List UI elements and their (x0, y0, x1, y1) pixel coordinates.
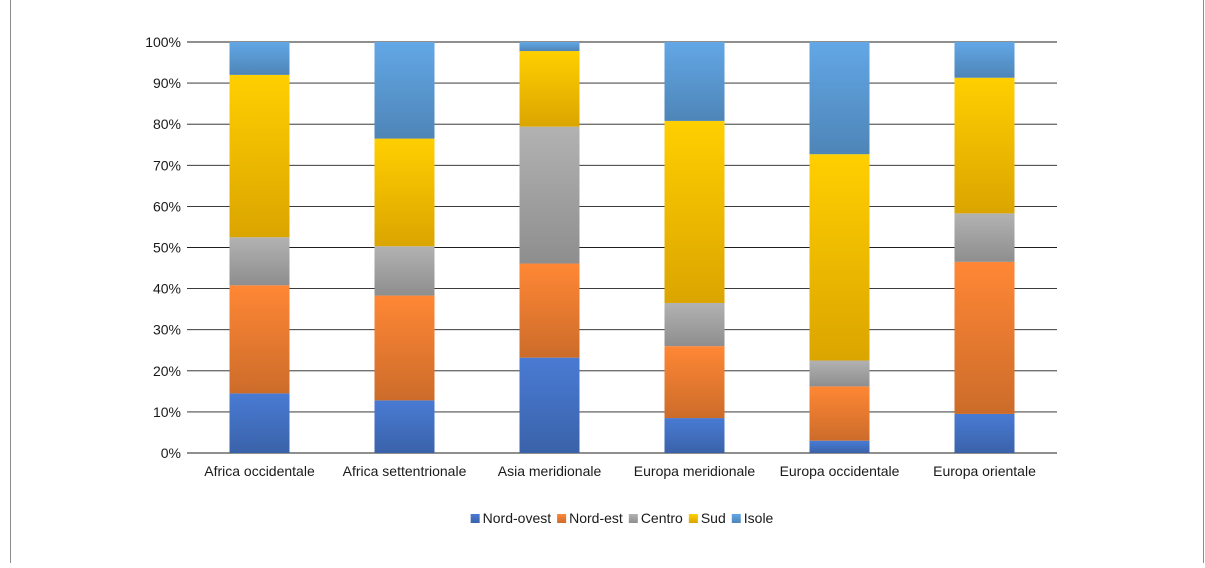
bar-europa-meridionale-nord-ovest (664, 418, 725, 453)
legend-label: Isole (744, 510, 774, 526)
legend-item-nord-est: Nord-est (557, 510, 623, 526)
bar-europa-meridionale-isole (664, 42, 725, 121)
y-axis-ticks: 0% 10% 20% 30% 40% 50% 60% 70% 80% 90% 100% (145, 34, 181, 461)
x-category-label: Asia meridionale (498, 463, 602, 479)
legend-swatch (557, 514, 567, 523)
legend-label: Nord-est (569, 510, 623, 526)
bar-asia-meridionale-centro (519, 126, 580, 264)
y-tick-label: 50% (153, 240, 181, 256)
bar-europa-occidentale-isole (809, 42, 870, 155)
y-tick-label: 30% (153, 322, 181, 338)
bar-africa-settentrionale-sud (374, 138, 435, 247)
bar-africa-settentrionale-isole (374, 42, 435, 139)
bar-africa-occidentale-nord-est (229, 285, 290, 394)
legend-label: Sud (701, 510, 726, 526)
x-category-label: Africa occidentale (204, 463, 315, 479)
stacked-bar-chart: 0% 10% 20% 30% 40% 50% 60% 70% 80% 90% 100% Africa… (145, 34, 1057, 526)
y-tick-label: 20% (153, 363, 181, 379)
bar-europa-orientale-centro (954, 213, 1015, 262)
bar-europa-occidentale-nord-est (809, 386, 870, 441)
bar-africa-settentrionale-nord-ovest (374, 400, 435, 453)
bar-europa-orientale-sud (954, 77, 1015, 214)
legend-swatch (470, 514, 480, 523)
x-category-label: Europa orientale (933, 463, 1036, 479)
y-tick-label: 90% (153, 75, 181, 91)
bar-europa-occidentale-centro (809, 360, 870, 387)
bar-europa-meridionale-centro (664, 302, 725, 347)
bar-africa-occidentale-nord-ovest (229, 393, 290, 453)
legend-item-centro: Centro (628, 510, 683, 526)
y-tick-label: 10% (153, 404, 181, 420)
bar-europa-orientale-nord-ovest (954, 413, 1015, 453)
y-tick-label: 100% (145, 34, 181, 50)
y-tick-label: 80% (153, 116, 181, 132)
bar-europa-orientale-nord-est (954, 261, 1015, 414)
bar-asia-meridionale-nord-ovest (519, 357, 580, 453)
legend-item-isole: Isole (731, 510, 774, 526)
y-tick-label: 60% (153, 198, 181, 214)
legend-item-nord-ovest: Nord-ovest (470, 510, 552, 526)
bar-africa-occidentale-isole (229, 42, 290, 75)
bar-europa-meridionale-sud (664, 120, 725, 303)
x-category-label: Europa meridionale (634, 463, 756, 479)
x-axis-categories: Africa occidentale Africa settentrionale A… (204, 463, 1036, 479)
legend-swatch (688, 514, 698, 523)
legend-label: Nord-ovest (483, 510, 552, 526)
x-category-label: Europa occidentale (780, 463, 900, 479)
bar-africa-occidentale-centro (229, 237, 290, 286)
bar-africa-settentrionale-centro (374, 246, 435, 296)
chart-frame: 0% 10% 20% 30% 40% 50% 60% 70% 80% 90% 100% Africa… (10, 0, 1204, 563)
legend: Nord-ovest Nord-est Centro Sud Isole (470, 510, 774, 526)
bar-asia-meridionale-nord-est (519, 263, 580, 358)
bar-europa-occidentale-nord-ovest (809, 440, 870, 453)
bar-europa-orientale-isole (954, 42, 1015, 78)
legend-swatch (731, 514, 741, 523)
bar-africa-occidentale-sud (229, 74, 290, 238)
bar-asia-meridionale-sud (519, 51, 580, 127)
legend-item-sud: Sud (688, 510, 726, 526)
bar-africa-settentrionale-nord-est (374, 295, 435, 401)
gridlines (187, 41, 1057, 454)
y-tick-label: 70% (153, 157, 181, 173)
legend-swatch (628, 514, 638, 523)
bar-europa-meridionale-nord-est (664, 346, 725, 419)
x-category-label: Africa settentrionale (343, 463, 467, 479)
bar-europa-occidentale-sud (809, 154, 870, 361)
bar-asia-meridionale-isole (519, 42, 580, 52)
bars (229, 42, 1015, 453)
y-tick-label: 40% (153, 281, 181, 297)
y-tick-label: 0% (161, 445, 181, 461)
legend-label: Centro (641, 510, 683, 526)
